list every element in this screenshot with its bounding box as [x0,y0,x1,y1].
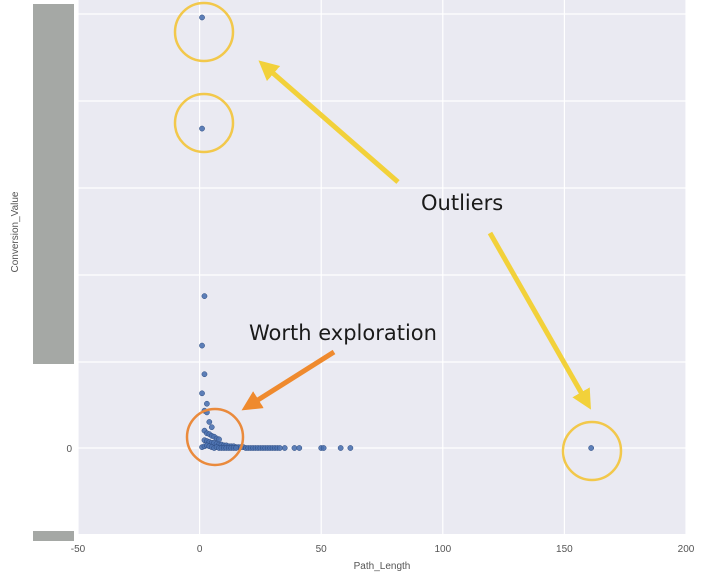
data-point [277,445,283,451]
x-tick-label: 0 [197,544,203,555]
data-point [201,293,208,299]
x-tick-label: 150 [556,544,573,555]
explore-arrow [241,349,336,411]
plot-area [78,0,686,534]
data-point [208,424,215,431]
data-point [201,371,208,378]
x-axis-label: Path_Length [354,561,411,572]
y-tick-label: 0 [66,444,72,455]
outliers-annotation: Outliers [421,191,503,215]
redaction-bar-top [33,4,74,364]
data-point [199,125,205,132]
y-axis-label: Conversion_Value [10,191,21,272]
data-point [320,445,327,451]
grid-lines [77,0,687,534]
worth-exploration-annotation: Worth exploration [249,321,437,345]
outlier-arrow-up [258,60,400,184]
data-point [281,445,288,451]
data-point [291,445,298,451]
data-point [296,445,303,451]
x-tick-label: 200 [678,544,695,555]
outlier-circle-top [173,1,235,63]
explore-circle [185,407,245,467]
data-point [204,400,210,407]
outlier-circle-right [561,420,623,482]
redaction-bar-bottom [33,531,74,541]
data-points [199,14,595,451]
data-point [233,445,239,451]
x-tick-label: 100 [434,544,451,555]
data-point [199,342,205,349]
data-point [337,445,344,451]
outlier-circle-middle [173,92,235,154]
data-point [206,419,213,425]
data-point [199,390,205,397]
tick-labels: -50 0 50 100 150 200 0 [66,444,694,555]
outlier-arrow-down [487,231,591,410]
x-tick-label: 50 [316,544,328,555]
data-point [199,14,205,21]
data-point [588,445,595,451]
x-tick-label: -50 [71,544,86,555]
data-point [347,445,354,451]
